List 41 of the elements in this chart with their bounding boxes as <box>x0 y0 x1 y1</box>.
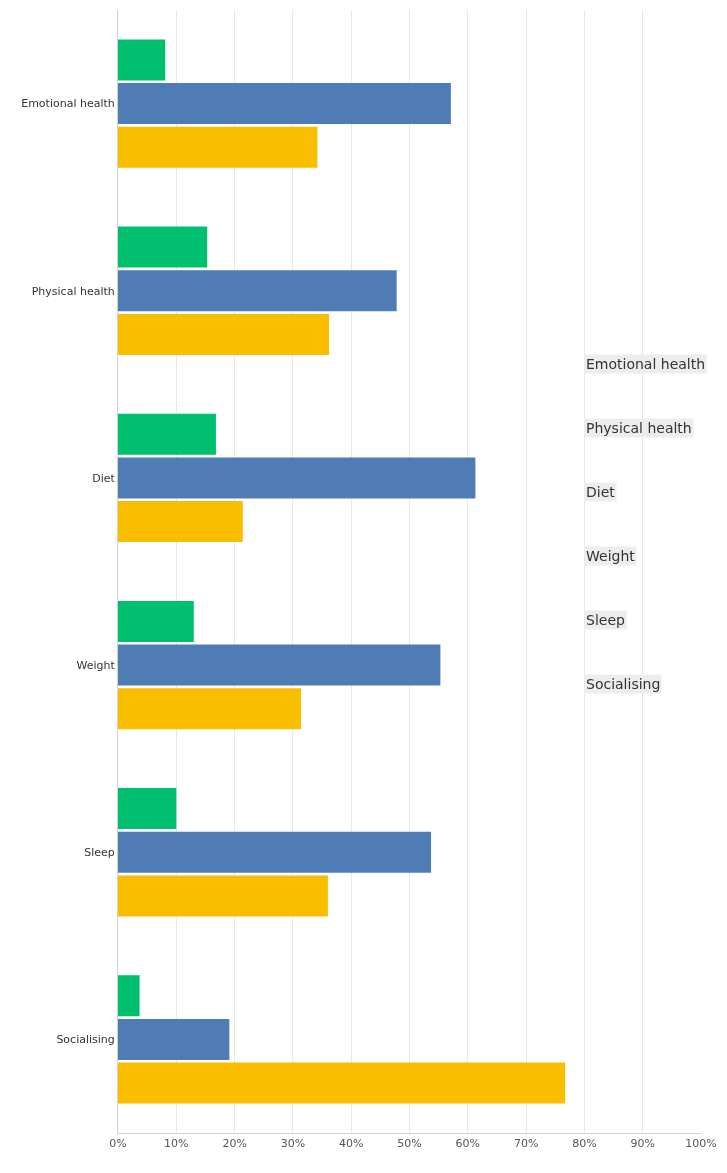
bar <box>118 457 476 499</box>
x-tick-label: 60% <box>455 1137 481 1151</box>
x-tick-label: 40% <box>338 1137 364 1151</box>
annotation: Emotional health <box>586 356 706 372</box>
x-tick-label: 100% <box>685 1137 717 1151</box>
annotation: Diet <box>586 484 616 500</box>
bar <box>118 126 318 168</box>
bar <box>118 875 328 917</box>
bar <box>118 688 302 730</box>
bar <box>118 1018 230 1060</box>
y-tick-label: Diet <box>92 471 116 485</box>
bar <box>118 975 140 1017</box>
bar <box>118 1062 566 1104</box>
bar <box>118 226 208 268</box>
bar <box>118 39 166 81</box>
y-tick-label: Physical health <box>31 284 115 298</box>
bar <box>118 501 243 543</box>
x-tick-label: 30% <box>280 1137 306 1151</box>
y-tick-label: Sleep <box>84 846 115 860</box>
y-tick-label: Emotional health <box>21 97 115 111</box>
bar <box>118 600 194 642</box>
bar <box>118 788 177 830</box>
bar <box>118 313 330 355</box>
y-tick-label: Socialising <box>56 1033 115 1047</box>
annotation: Weight <box>586 548 636 564</box>
annotation: Socialising <box>586 676 661 692</box>
x-tick-label: 90% <box>630 1137 655 1151</box>
x-tick-label: 80% <box>572 1137 597 1151</box>
y-tick-label: Weight <box>76 658 116 672</box>
bar <box>118 831 432 873</box>
x-tick-label: 10% <box>164 1137 189 1151</box>
x-tick-label: 20% <box>222 1137 247 1151</box>
bar <box>118 270 397 312</box>
annotation: Sleep <box>586 612 625 628</box>
x-tick-label: 70% <box>513 1137 539 1151</box>
x-tick-label: 50% <box>397 1137 422 1151</box>
x-tick-label: 0% <box>109 1137 127 1151</box>
bar <box>118 83 451 125</box>
bar <box>118 413 216 455</box>
bar <box>118 644 441 686</box>
annotation: Physical health <box>586 420 692 436</box>
